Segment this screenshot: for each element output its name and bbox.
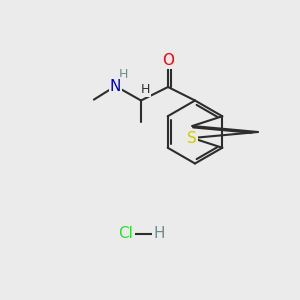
Text: Cl: Cl	[118, 226, 134, 242]
Text: N: N	[110, 79, 121, 94]
Text: H: H	[141, 82, 150, 96]
Text: O: O	[162, 52, 174, 68]
Text: H: H	[153, 226, 165, 242]
Text: S: S	[188, 130, 197, 146]
Text: H: H	[118, 68, 128, 81]
